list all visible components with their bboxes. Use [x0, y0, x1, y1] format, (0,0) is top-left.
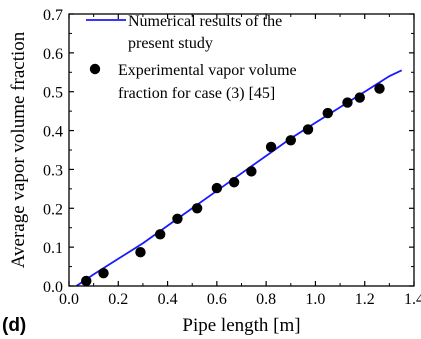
y-tick-label: 0.7: [43, 7, 63, 24]
data-point-experimental: [98, 267, 109, 279]
legend: Numerical results of the present study Exp…: [86, 13, 297, 102]
legend-marker-swatch: [89, 63, 101, 75]
y-axis-label: Average vapor volume fraction: [8, 31, 29, 268]
data-point-experimental: [374, 83, 385, 94]
x-tick-label: 0.8: [256, 291, 276, 308]
y-tick-label: 0.4: [43, 124, 63, 141]
data-point-experimental: [211, 182, 223, 194]
y-tick-label: 0.5: [43, 85, 63, 102]
panel-label: (d): [2, 315, 26, 336]
data-point-experimental: [285, 135, 296, 146]
y-tick-label: 0.3: [43, 162, 63, 179]
data-point-experimental: [246, 166, 257, 177]
data-point-experimental: [265, 141, 277, 153]
plot-area: [75, 69, 403, 287]
data-point-experimental: [172, 213, 183, 224]
data-point-experimental: [154, 229, 166, 240]
data-point-experimental: [354, 92, 365, 103]
x-tick-label: 0.2: [108, 291, 128, 308]
y-tick-label: 0.2: [43, 201, 63, 218]
legend-label-experimental: Experimental vapor volume fraction for ca…: [118, 62, 297, 102]
axes: 0.0 0.2 0.4 0.6 0.8 1.0 1.2 1.4 0.0 0.1 0.2 0.3 0.4 0…: [43, 7, 421, 308]
plot-frame: [68, 13, 415, 287]
x-axis-label: Pipe length [m]: [182, 315, 300, 336]
x-tick-label: 1.0: [305, 291, 325, 308]
x-tick-label: 0.0: [59, 291, 79, 308]
legend-label-numerical: Numerical results of the present study: [128, 13, 282, 52]
data-point-experimental: [302, 124, 314, 135]
data-point-experimental: [228, 177, 240, 188]
data-point-experimental: [191, 203, 203, 214]
x-tick-label: 1.2: [355, 291, 375, 308]
data-point-experimental: [135, 246, 146, 258]
x-tick-label: 0.6: [207, 291, 227, 308]
data-point-experimental: [81, 275, 92, 287]
series-line-numerical: [75, 69, 403, 287]
y-tick-label: 0.1: [43, 240, 63, 257]
y-tick-label: 0.6: [43, 46, 63, 63]
y-tick-label: 0.0: [43, 279, 63, 296]
data-point-experimental: [342, 97, 353, 108]
x-tick-label: 0.4: [158, 291, 178, 308]
data-point-experimental: [322, 107, 333, 119]
x-tick-label: 1.4: [404, 291, 421, 308]
